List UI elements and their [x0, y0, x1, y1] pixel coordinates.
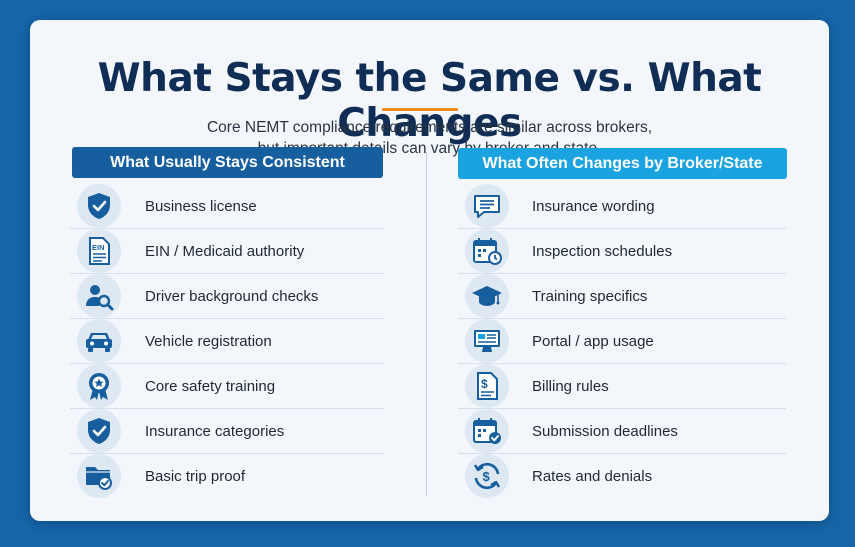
right-list: Insurance wording Inspection schedules T…: [458, 184, 786, 498]
list-item-label: Insurance categories: [145, 422, 285, 440]
list-item-label: Core safety training: [145, 377, 276, 395]
graduation-cap-icon: [465, 274, 509, 318]
list-item-label: Billing rules: [532, 377, 609, 395]
list-item-label: Training specifics: [532, 287, 648, 305]
monitor-icon: [465, 319, 509, 363]
page-title: What Stays the Same vs. What Changes: [97, 56, 762, 146]
list-item-label: Inspection schedules: [532, 242, 673, 260]
list-item: Vehicle registration: [70, 319, 384, 364]
dollar-cycle-icon: $: [465, 454, 509, 498]
calendar-check-icon: [465, 409, 509, 453]
list-item: Basic trip proof: [70, 454, 384, 498]
list-item: Inspection schedules: [458, 229, 786, 274]
list-item: Insurance categories: [70, 409, 384, 454]
list-item: Submission deadlines: [458, 409, 786, 454]
list-item: Training specifics: [458, 274, 786, 319]
left-list: Business license EIN EIN / Medicaid auth…: [70, 184, 384, 498]
award-ribbon-icon: [77, 364, 121, 408]
list-item-label: Driver background checks: [145, 287, 319, 305]
list-item: Insurance wording: [458, 184, 786, 229]
infographic-card: What Stays the Same vs. What Changes Cor…: [30, 20, 829, 521]
svg-text:$: $: [481, 377, 488, 391]
svg-text:$: $: [483, 469, 491, 484]
list-item: EIN EIN / Medicaid authority: [70, 229, 384, 274]
car-icon: [77, 319, 121, 363]
list-item-label: Portal / app usage: [532, 332, 654, 350]
chat-bubble-icon: [465, 184, 509, 228]
list-item: Business license: [70, 184, 384, 229]
folder-check-icon: [77, 454, 121, 498]
left-column-heading: What Usually Stays Consistent: [72, 147, 383, 178]
list-item-label: Submission deadlines: [532, 422, 678, 440]
column-divider: [426, 152, 427, 496]
shield-check-icon: [77, 409, 121, 453]
list-item-label: Vehicle registration: [145, 332, 272, 350]
right-column-heading: What Often Changes by Broker/State: [458, 148, 787, 179]
title-underline: [382, 108, 458, 111]
shield-check-icon: [77, 184, 121, 228]
list-item-label: EIN / Medicaid authority: [145, 242, 305, 260]
person-search-icon: [77, 274, 121, 318]
list-item: Core safety training: [70, 364, 384, 409]
list-item-label: Business license: [145, 197, 257, 215]
list-item: Portal / app usage: [458, 319, 786, 364]
list-item-label: Basic trip proof: [145, 467, 246, 485]
list-item: $ Billing rules: [458, 364, 786, 409]
subtitle-line-1: Core NEMT compliance requirements are si…: [206, 119, 653, 136]
dollar-document-icon: $: [465, 364, 509, 408]
svg-text:EIN: EIN: [92, 243, 105, 252]
list-item-label: Rates and denials: [532, 467, 653, 485]
calendar-clock-icon: [465, 229, 509, 273]
list-item-label: Insurance wording: [532, 197, 655, 215]
list-item: $ Rates and denials: [458, 454, 786, 498]
list-item: Driver background checks: [70, 274, 384, 319]
ein-document-icon: EIN: [77, 229, 121, 273]
